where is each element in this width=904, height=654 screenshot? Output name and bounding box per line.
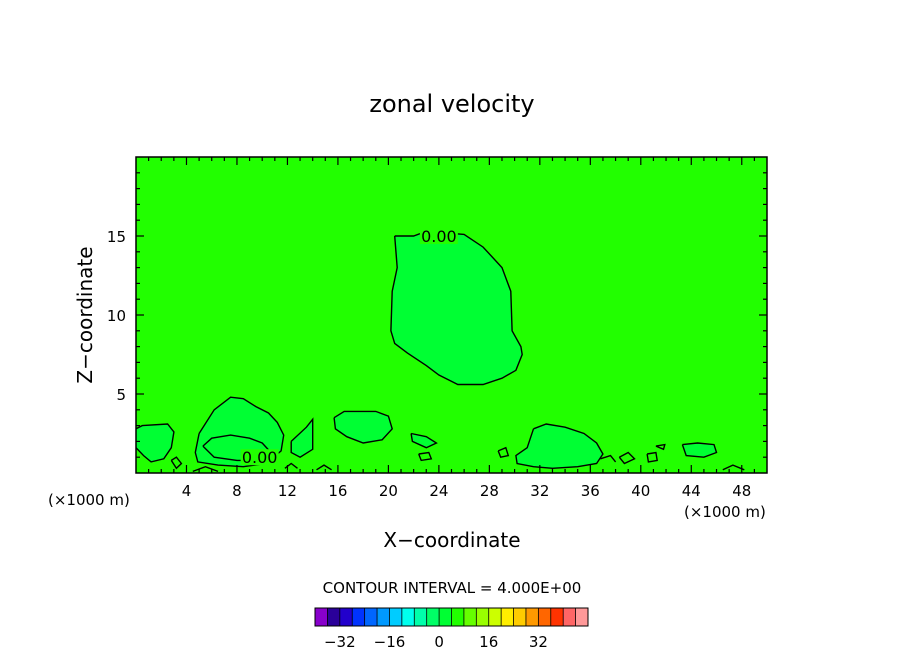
x-unit-right: (×1000 m)	[684, 503, 766, 521]
contour-lower-b	[194, 396, 285, 468]
y-tick-label: 10	[107, 307, 126, 325]
colorbar-swatch	[352, 608, 365, 626]
contour-lower-h	[170, 456, 183, 470]
region-upper-cell	[390, 231, 523, 385]
colorbar-swatch	[563, 608, 576, 626]
contour-lower-r	[600, 454, 617, 463]
colorbar-swatch	[364, 608, 378, 626]
x-tick-label: 16	[328, 482, 347, 500]
contour-interval-label: CONTOUR INTERVAL = 4.000E+00	[323, 579, 582, 597]
contour-lower-c	[333, 410, 393, 444]
colorbar-tick-label: −32	[324, 633, 356, 651]
colorbar-tick-label: 16	[479, 633, 498, 651]
contour-lower-g	[290, 417, 314, 459]
axis-ticks	[136, 157, 767, 473]
colorbar-swatch	[451, 608, 465, 626]
colorbar-swatch	[550, 608, 564, 626]
x-tick-label: 44	[682, 482, 701, 500]
colorbar-swatch	[501, 608, 514, 626]
colorbar-swatch	[463, 608, 477, 626]
y-tick-label: 15	[107, 228, 126, 246]
colorbar-swatch	[377, 608, 390, 626]
colorbar-swatch	[538, 608, 552, 626]
colorbar	[314, 607, 589, 627]
x-axis-label: X−coordinate	[383, 528, 520, 552]
colorbar-swatch	[525, 608, 539, 626]
chart-title: zonal velocity	[369, 90, 534, 118]
region-low-cell-g	[291, 419, 313, 458]
contour-lower-d	[515, 423, 604, 470]
contour-lower-p	[722, 464, 745, 471]
contour-regions	[136, 231, 717, 469]
contour-lower-f	[410, 432, 438, 449]
x-tick-label: 28	[480, 482, 499, 500]
colorbar-swatch	[315, 608, 328, 626]
y-tick-label: 5	[116, 386, 126, 404]
colorbar-swatch	[327, 608, 341, 626]
contour-lower-q	[192, 465, 219, 473]
x-tick-labels: 4 8 12 16 20 24 28 32 36 40 44 48	[182, 482, 752, 500]
colorbar-swatch	[488, 608, 502, 626]
x-tick-label: 48	[732, 482, 751, 500]
colorbar-swatch	[414, 608, 427, 626]
x-unit-left: (×1000 m)	[48, 491, 130, 509]
contour-lower-b-inner	[202, 434, 274, 462]
contour-lower-m	[655, 443, 666, 451]
region-low-cell-d	[515, 424, 603, 469]
x-tick-label: 20	[379, 482, 398, 500]
y-axis-label: Z−coordinate	[73, 246, 97, 383]
contour-lower-i	[418, 451, 433, 462]
region-low-cell-a	[136, 424, 174, 462]
contour-lower-a	[135, 423, 175, 463]
contour-lines	[135, 230, 745, 473]
colorbar-swatch	[339, 608, 353, 626]
colorbar-tick-label: −16	[374, 633, 406, 651]
y-tick-labels: 5 10 15	[107, 228, 126, 404]
colorbar-swatch	[426, 608, 440, 626]
x-tick-label: 24	[429, 482, 448, 500]
contour-lower-k	[618, 451, 636, 465]
colorbar-tick-label: 32	[529, 633, 548, 651]
x-tick-label: 40	[631, 482, 650, 500]
contour-label-bg	[240, 449, 279, 466]
colorbar-swatch	[439, 608, 452, 626]
colorbar-swatch	[476, 608, 490, 626]
colorbar-swatch	[401, 608, 415, 626]
contour-lower-o	[316, 464, 332, 471]
region-low-cell-c	[334, 411, 393, 443]
contour-upper	[390, 230, 523, 386]
contour-lower-l	[646, 451, 659, 463]
contour-labels: 0.00 0.00	[240, 227, 458, 467]
colorbar-tick-label: 0	[434, 633, 444, 651]
contour-label-bg	[419, 228, 458, 244]
x-tick-label: 12	[278, 482, 297, 500]
colorbar-tick-labels: −32 −16 0 16 32	[324, 633, 548, 651]
colorbar-swatch	[389, 608, 403, 626]
colorbar-swatch	[575, 608, 589, 626]
x-tick-label: 36	[581, 482, 600, 500]
contour-lower-e	[681, 442, 718, 458]
contour-label: 0.00	[421, 227, 457, 246]
x-tick-label: 8	[232, 482, 242, 500]
x-tick-label: 4	[182, 482, 192, 500]
region-low-cell-e	[682, 443, 717, 458]
x-tick-label: 32	[530, 482, 549, 500]
colorbar-swatch	[513, 608, 527, 626]
region-low-cell-f	[411, 433, 437, 448]
contour-label: 0.00	[242, 448, 278, 467]
contour-lower-j	[497, 446, 510, 459]
